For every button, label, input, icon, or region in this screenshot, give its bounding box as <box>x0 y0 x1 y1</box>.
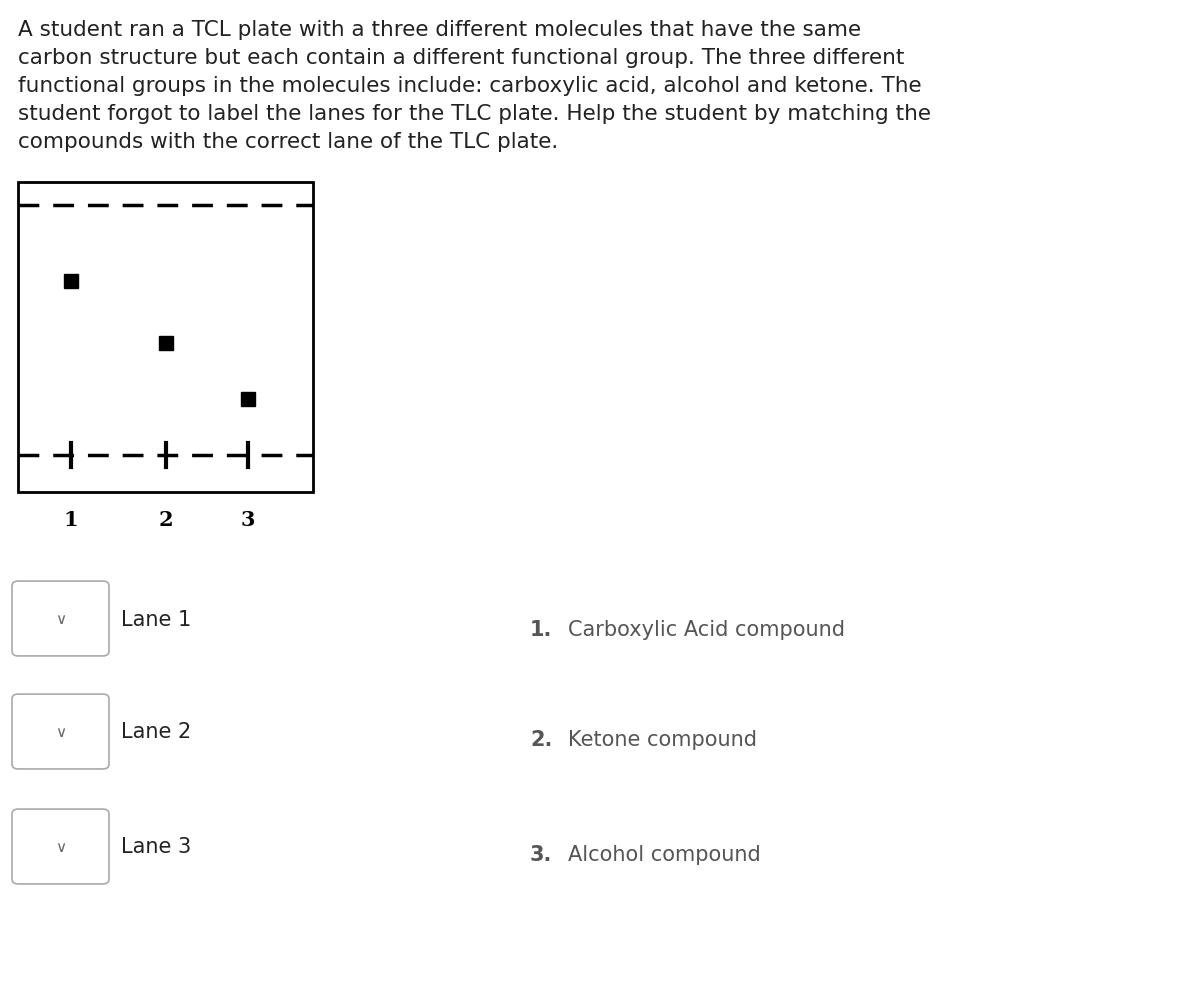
FancyBboxPatch shape <box>12 810 109 884</box>
Text: Ketone compound: Ketone compound <box>568 730 757 749</box>
Bar <box>18 182 313 492</box>
Text: Lane 3: Lane 3 <box>121 837 191 857</box>
FancyBboxPatch shape <box>12 694 109 769</box>
Text: Carboxylic Acid compound: Carboxylic Acid compound <box>568 619 845 639</box>
Text: 3: 3 <box>241 510 256 529</box>
Text: 2: 2 <box>158 510 173 529</box>
Text: Lane 2: Lane 2 <box>121 722 191 741</box>
Text: ∨: ∨ <box>55 839 66 854</box>
Text: Lane 1: Lane 1 <box>121 609 191 629</box>
Text: 3.: 3. <box>530 844 552 864</box>
Text: A student ran a TCL plate with a three different molecules that have the same
ca: A student ran a TCL plate with a three d… <box>18 20 931 152</box>
Text: 2.: 2. <box>530 730 552 749</box>
Text: ∨: ∨ <box>55 611 66 626</box>
Text: ∨: ∨ <box>55 725 66 740</box>
FancyBboxPatch shape <box>12 582 109 657</box>
Text: 1: 1 <box>64 510 78 529</box>
Text: Alcohol compound: Alcohol compound <box>568 844 761 864</box>
Text: 1.: 1. <box>530 619 552 639</box>
